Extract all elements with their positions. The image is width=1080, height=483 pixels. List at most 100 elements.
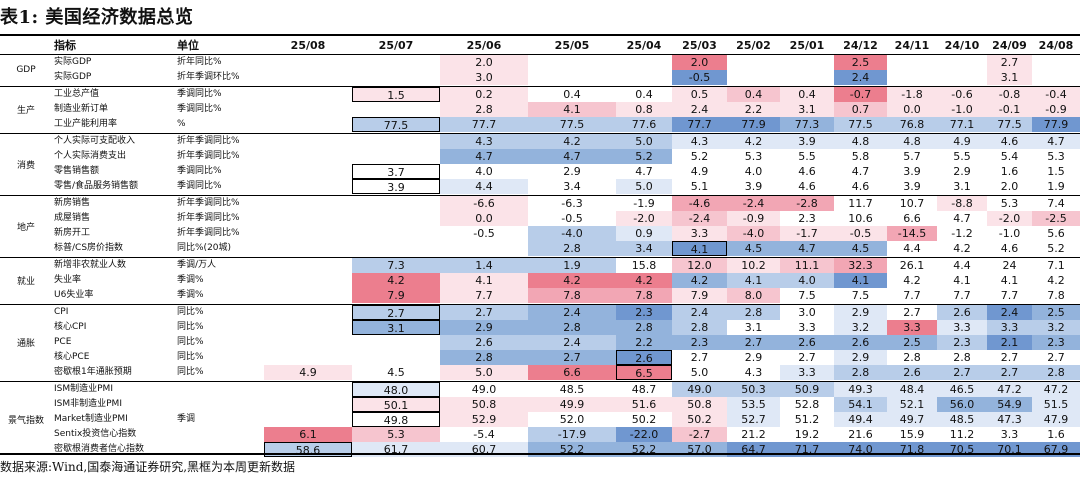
indicator-unit: % — [177, 119, 186, 129]
table-row: 零售/食品服务销售额 季调同比% 3.9 4.4 3.4 5.0 5.1 3.9 4.6 4.6 3… — [0, 179, 1080, 194]
value-cell: 50.8 — [672, 397, 727, 412]
value-cell: 5.4 — [1000, 150, 1019, 163]
value-cell: 2.8 — [672, 320, 727, 335]
value-cell: 5.6 — [1047, 227, 1065, 240]
value-cell — [264, 226, 352, 241]
table-title: 表1: 美国经济数据总览 — [0, 7, 194, 28]
table-row: 制造业新订单 季调同比% 2.8 4.1 0.8 2.4 2.2 3.1 0.7 0.0 -1.0-… — [0, 102, 1080, 117]
indicator-unit: 季调同比% — [177, 166, 222, 176]
indicator-name: U6失业率 — [54, 290, 94, 300]
value-cell — [264, 412, 352, 427]
value-cell: -17.9 — [528, 427, 616, 442]
indicator-unit: 季调同比% — [177, 181, 222, 191]
value-cell: 2.3 — [798, 212, 816, 225]
group-label: 消费 — [16, 160, 35, 171]
value-cell: 4.7 — [528, 149, 616, 164]
value-cell: 5.8 — [851, 150, 870, 163]
value-cell: 19.2 — [794, 428, 820, 441]
value-cell: 4.0 — [475, 165, 493, 178]
indicator-unit: 季调同比% — [177, 89, 222, 99]
value-cell — [264, 350, 352, 365]
value-cell: 3.0 — [798, 306, 816, 319]
title-rule — [0, 34, 1080, 36]
value-cell: 10.2 — [727, 258, 780, 273]
value-cell: 2.7 — [1047, 351, 1065, 364]
value-cell: 7.7 — [1000, 289, 1019, 302]
value-cell: 7.1 — [1047, 259, 1065, 272]
value-cell: 6.1 — [264, 427, 352, 442]
value-cell: 2.7 — [352, 305, 440, 320]
value-cell: 56.0 — [937, 397, 987, 412]
header-month: 25/01 — [789, 39, 825, 52]
value-cell: 53.5 — [727, 397, 780, 412]
value-cell: 4.3 — [440, 134, 528, 149]
value-cell: -4.6 — [672, 196, 727, 211]
value-cell: -1.2 — [951, 227, 973, 240]
value-cell: 4.0 — [744, 165, 763, 178]
table-row: CPI 同比% 2.7 2.7 2.4 2.3 2.4 2.8 3.0 2.9 2.7 2.6 2.4 2… — [0, 305, 1080, 320]
value-cell: 4.7 — [635, 165, 653, 178]
value-cell: 7.3 — [352, 258, 440, 273]
value-cell: 52.7 — [727, 412, 780, 427]
value-cell: 4.6 — [798, 180, 816, 193]
value-cell: 1.9 — [1047, 180, 1065, 193]
value-cell: -14.5 — [887, 226, 937, 241]
value-cell: 77.5 — [834, 117, 887, 132]
value-cell — [780, 70, 834, 85]
value-cell: 5.0 — [616, 179, 672, 194]
value-cell: 3.4 — [616, 241, 672, 256]
value-cell: 4.8 — [887, 134, 937, 149]
value-cell — [727, 55, 780, 70]
value-cell: 4.2 — [528, 134, 616, 149]
value-cell: 4.5 — [834, 241, 887, 256]
value-cell: 4.4 — [903, 242, 921, 255]
value-cell — [352, 149, 440, 164]
value-cell: -0.8 — [987, 87, 1032, 102]
value-cell: 2.8 — [953, 351, 971, 364]
value-cell: -0.5 — [834, 226, 887, 241]
value-cell — [1032, 70, 1080, 85]
value-cell: 3.3 — [887, 320, 937, 335]
indicator-name: 密歇根消费者信心指数 — [54, 444, 145, 454]
value-cell — [264, 164, 352, 179]
value-cell: 4.7 — [440, 149, 528, 164]
value-cell: 0.8 — [616, 102, 672, 117]
value-cell: 46.5 — [937, 382, 987, 397]
data-grid: 实际GDP 折年同比% 2.0 2.0 2.5 2.7 实际GDP 折年季调环比% 3.0 -0.… — [0, 55, 1080, 457]
value-cell: -1.0 — [937, 102, 987, 117]
value-cell: 50.8 — [440, 397, 528, 412]
value-cell: 4.2 — [953, 242, 971, 255]
value-cell — [616, 70, 672, 85]
table-row: 新增非农就业人数 季调/万人 7.3 1.4 1.9 15.8 12.0 10.2 11.1 32… — [0, 258, 1080, 273]
group-separator — [0, 85, 1080, 87]
value-cell: 21.6 — [848, 428, 873, 441]
value-cell — [352, 196, 440, 211]
value-cell: 2.0 — [440, 55, 528, 70]
value-cell: 3.9 — [780, 134, 834, 149]
table-row: 实际GDP 折年季调环比% 3.0 -0.5 2.4 3.1 — [0, 70, 1080, 85]
table-row: 工业产能利用率% 77.5 77.7 77.5 77.6 77.7 77.9 77.3 77.5… — [0, 117, 1080, 132]
value-cell: 4.6 — [851, 180, 870, 193]
value-cell: 2.9 — [953, 165, 971, 178]
value-cell: 77.5 — [352, 117, 440, 132]
value-cell: 4.7 — [1032, 134, 1080, 149]
indicator-name: 新增非农就业人数 — [54, 260, 127, 270]
value-cell — [264, 335, 352, 350]
value-cell: -0.7 — [834, 87, 887, 102]
indicator-name: PCE — [54, 337, 72, 347]
group-separator — [0, 194, 1080, 196]
value-cell: 77.5 — [528, 117, 616, 132]
value-cell: 11.2 — [949, 428, 975, 441]
value-cell: 2.6 — [834, 335, 887, 350]
header-month: 24/10 — [944, 39, 980, 52]
value-cell: -2.7 — [672, 427, 727, 442]
value-cell — [440, 241, 528, 256]
table-row: 个人实际消费支出 折年季调同比% 4.7 4.7 5.2 5.2 5.3 5.5 5.8 5.7 5… — [0, 149, 1080, 164]
value-cell: 5.2 — [1047, 242, 1065, 255]
value-cell: 8.0 — [727, 288, 780, 303]
value-cell: -6.3 — [561, 197, 583, 210]
value-cell: 77.9 — [1032, 117, 1080, 132]
value-cell — [264, 87, 352, 102]
header-month: 25/02 — [736, 39, 771, 52]
value-cell: 3.2 — [834, 320, 887, 335]
